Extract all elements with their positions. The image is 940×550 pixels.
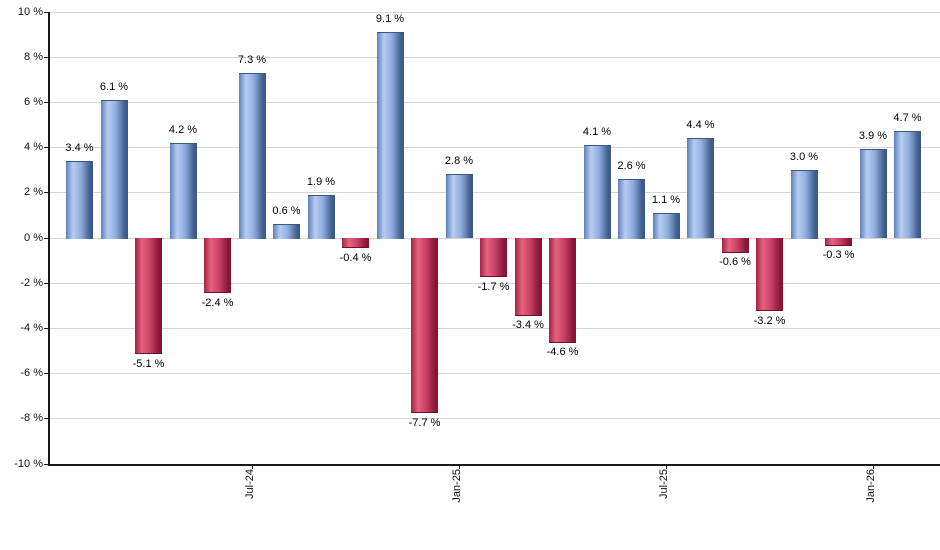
y-axis-tick-label: 0 %	[24, 232, 43, 244]
y-axis-tick	[44, 147, 49, 148]
bar-5	[204, 238, 231, 293]
y-axis-tick	[44, 418, 49, 419]
bar-value-label: 4.2 %	[168, 124, 198, 136]
y-axis-tick-label: -8 %	[20, 412, 43, 424]
gridline--6pct	[50, 373, 940, 374]
bar-15	[549, 238, 576, 343]
x-axis-tick-label-wrap: Jan-25	[450, 469, 464, 503]
y-axis-tick	[44, 57, 49, 58]
y-axis-tick-label: 4 %	[24, 141, 43, 153]
bar-2	[100, 100, 128, 239]
y-axis-tick	[44, 238, 49, 239]
y-axis-line	[48, 12, 50, 466]
y-axis-tick	[44, 192, 49, 193]
x-axis-tick-label-wrap: Jul-25	[657, 469, 671, 499]
gridline-8pct	[50, 57, 940, 58]
bar-value-label: 2.8 %	[444, 155, 474, 167]
bar-value-label: -3.4 %	[512, 319, 544, 331]
bar-value-label: -0.4 %	[339, 252, 372, 264]
x-axis-tick-label-wrap: Jan-26	[864, 469, 878, 503]
x-axis-line	[48, 464, 940, 466]
bar-value-label: 3.9 %	[858, 130, 888, 142]
bar-16	[583, 145, 611, 239]
bar-12	[445, 174, 473, 238]
bar-1	[66, 161, 93, 239]
bar-23	[825, 238, 852, 246]
bar-value-label: 4.1 %	[582, 126, 612, 138]
y-axis-tick	[44, 328, 49, 329]
gridline-6pct	[50, 102, 940, 103]
bar-value-label: 9.1 %	[375, 13, 405, 25]
bar-21	[756, 238, 783, 311]
y-axis-tick-label: -2 %	[20, 277, 43, 289]
bar-value-label: -0.3 %	[822, 249, 855, 261]
bar-value-label: 3.4 %	[65, 142, 94, 154]
bar-8	[307, 195, 335, 239]
bar-11	[411, 238, 438, 413]
bar-18	[652, 213, 680, 239]
bar-value-label: -2.4 %	[201, 297, 234, 309]
gridline--4pct	[50, 328, 940, 329]
y-axis-tick	[44, 283, 49, 284]
x-axis-tick-label: Jan-26	[865, 469, 877, 503]
y-axis-tick-label: 2 %	[24, 186, 43, 198]
y-axis-tick-label: 8 %	[24, 51, 43, 63]
gridline-2pct	[50, 192, 940, 193]
gridline--8pct	[50, 418, 940, 419]
bar-25	[894, 131, 921, 238]
bar-17	[618, 179, 645, 239]
bar-value-label: -0.6 %	[719, 256, 751, 268]
bar-value-label: 6.1 %	[99, 81, 129, 93]
bar-value-label: 1.1 %	[651, 194, 681, 206]
bar-19	[687, 138, 714, 238]
bar-3	[135, 238, 162, 354]
bar-value-label: -5.1 %	[132, 358, 165, 370]
bar-10	[376, 32, 404, 239]
bar-value-label: 4.7 %	[893, 112, 922, 124]
gridline-4pct	[50, 147, 940, 148]
y-axis-tick	[44, 464, 49, 465]
y-axis-tick	[44, 102, 49, 103]
x-axis-tick	[459, 463, 460, 469]
y-axis-tick-label: 10 %	[17, 6, 43, 18]
y-axis-tick	[44, 373, 49, 374]
x-axis-tick-label: Jan-25	[451, 469, 463, 503]
bar-14	[514, 238, 542, 316]
bar-7	[273, 224, 300, 239]
y-axis-tick-label: -6 %	[20, 367, 43, 379]
bar-value-label: 3.0 %	[789, 151, 819, 163]
x-axis-tick-label: Jul-25	[658, 469, 670, 499]
y-axis-tick-label: -10 %	[14, 458, 43, 470]
bar-value-label: -1.7 %	[477, 281, 510, 293]
bar-24	[859, 149, 887, 238]
bar-20	[721, 238, 749, 253]
x-axis-tick-label-wrap: Jul-24	[243, 469, 257, 499]
bar-22	[790, 170, 818, 239]
bar-value-label: -7.7 %	[408, 417, 441, 429]
bar-9	[342, 238, 369, 248]
y-axis-tick-label: 6 %	[24, 96, 43, 108]
bar-6	[238, 73, 266, 239]
y-axis-tick	[44, 12, 49, 13]
bar-value-label: 0.6 %	[272, 205, 301, 217]
bar-value-label: 7.3 %	[237, 54, 267, 66]
x-axis-tick-label: Jul-24	[244, 469, 256, 499]
gridline--2pct	[50, 283, 940, 284]
x-axis-tick	[252, 463, 253, 469]
bar-4	[169, 143, 197, 239]
bar-13	[480, 238, 507, 277]
bar-value-label: 1.9 %	[306, 176, 336, 188]
bar-value-label: -3.2 %	[753, 315, 786, 327]
bar-value-label: 2.6 %	[617, 160, 646, 172]
gridline-10pct	[50, 12, 940, 13]
bar-value-label: 4.4 %	[686, 119, 715, 131]
x-axis-tick	[666, 463, 667, 469]
x-axis-tick	[873, 463, 874, 469]
bar-value-label: -4.6 %	[546, 346, 579, 358]
y-axis-tick-label: -4 %	[20, 322, 43, 334]
